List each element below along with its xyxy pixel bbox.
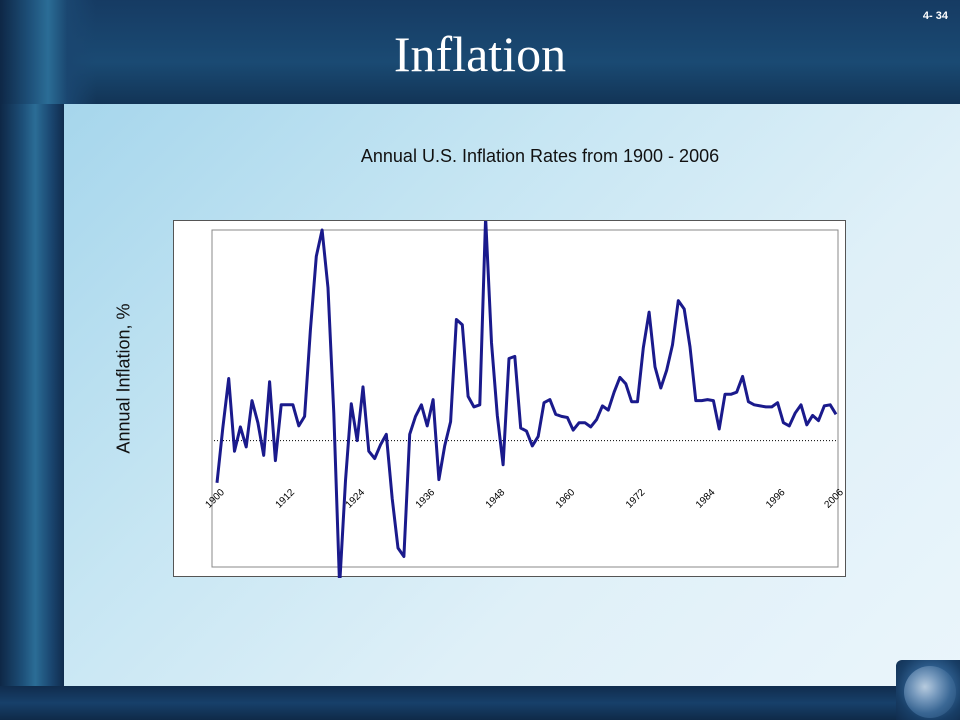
plot-area [211, 229, 839, 568]
slide-number: 4- 34 [922, 10, 948, 22]
chart-title: Annual U.S. Inflation Rates from 1900 - … [360, 146, 720, 166]
bottom-frame-band [0, 686, 960, 720]
slide-title: Inflation [393, 26, 567, 82]
title-bar [0, 0, 960, 104]
series-line-inflation [215, 221, 838, 578]
left-frame-band [0, 0, 64, 720]
globe-icon [896, 660, 960, 720]
inflation-line-chart: 1900 1912 1924 1936 1948 1960 1972 1984 1996 2006 [203, 221, 846, 578]
chart-area: 1900 1912 1924 1936 1948 1960 1972 1984 1996 2006 [173, 220, 846, 578]
y-axis-label: Annual Inflation, % [113, 303, 134, 454]
